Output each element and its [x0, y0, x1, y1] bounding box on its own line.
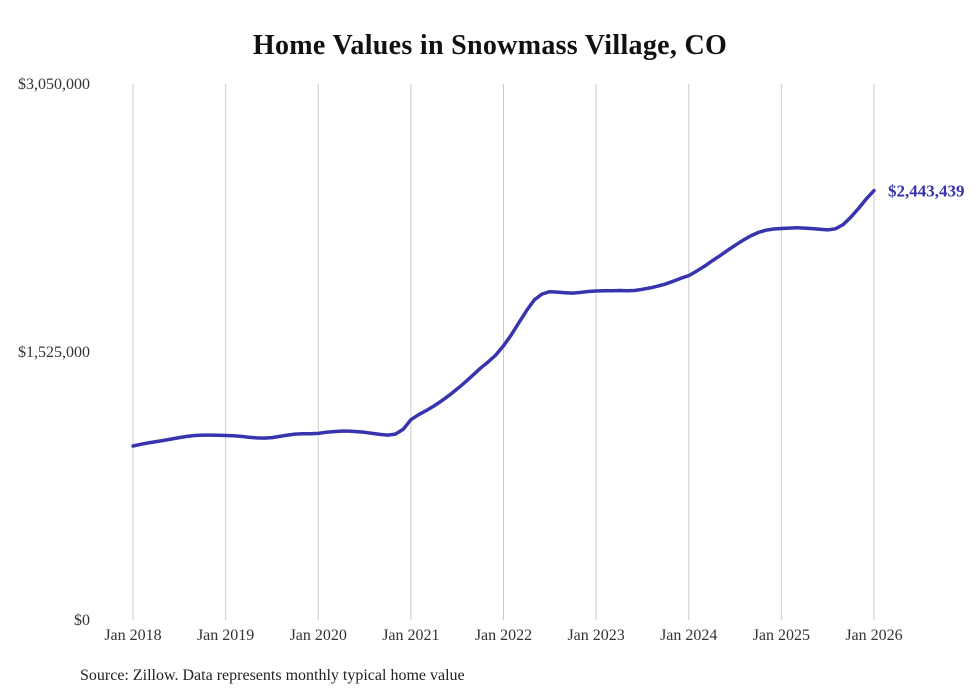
- latest-value-annotation: $2,443,439: [888, 182, 965, 201]
- x-axis-tick-label: Jan 2019: [197, 627, 254, 644]
- y-axis-tick-label: $0: [74, 612, 90, 629]
- source-note: Source: Zillow. Data represents monthly …: [80, 667, 465, 684]
- y-axis-tick-label: $1,525,000: [18, 344, 90, 361]
- x-axis-tick-label: Jan 2023: [567, 627, 624, 644]
- home-value-series-line: [131, 188, 876, 448]
- x-axis-tick-label: Jan 2020: [290, 627, 347, 644]
- x-axis-tick-label: Jan 2025: [753, 627, 810, 644]
- x-axis-tick-label: Jan 2024: [660, 627, 717, 644]
- y-axis-tick-label: $3,050,000: [18, 76, 90, 93]
- x-axis-tick-label: Jan 2021: [382, 627, 439, 644]
- x-axis-tick-label: Jan 2022: [475, 627, 532, 644]
- x-axis-tick-label: Jan 2026: [845, 627, 902, 644]
- chart-title: Home Values in Snowmass Village, CO: [252, 30, 728, 61]
- x-axis-tick-label: Jan 2018: [104, 627, 161, 644]
